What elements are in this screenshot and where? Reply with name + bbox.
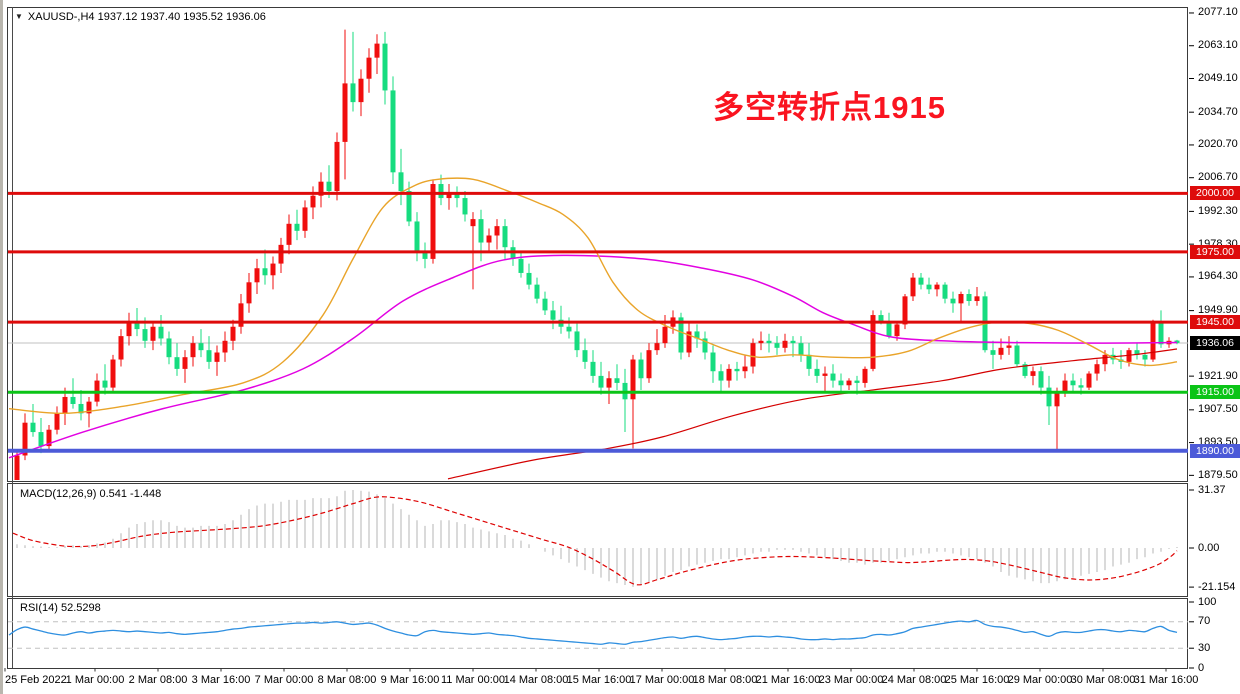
rsi-tick-label: 30: [1198, 641, 1211, 654]
date-label: 25 Feb 2022: [5, 674, 67, 686]
date-label: 18 Mar 08:00: [692, 674, 758, 686]
date-label: 15 Mar 16:00: [566, 674, 632, 686]
macd-tick-label: -21.154: [1198, 580, 1236, 593]
macd-tick-label: 0.00: [1198, 541, 1220, 554]
current-price-badge: 1936.06: [1190, 336, 1240, 350]
date-label: 30 Mar 08:00: [1070, 674, 1136, 686]
price-level-badge: 2000.00: [1190, 186, 1240, 201]
price-tick-label: 2077.10: [1198, 6, 1238, 19]
price-level-badge: 1945.00: [1190, 315, 1240, 330]
date-label: 1 Mar 00:00: [65, 674, 125, 686]
date-label: 24 Mar 08:00: [881, 674, 947, 686]
price-tick-label: 1992.30: [1198, 204, 1238, 217]
price-tick-label: 2049.10: [1198, 71, 1238, 84]
rsi-tick-label: 70: [1198, 615, 1211, 628]
date-label: 2 Mar 08:00: [128, 674, 188, 686]
price-tick-label: 2034.70: [1198, 105, 1238, 118]
date-label: 7 Mar 00:00: [254, 674, 314, 686]
price-level-badge: 1915.00: [1190, 385, 1240, 400]
rsi-panel: [7, 598, 1188, 669]
symbol-ohlc-text: XAUUSD-,H4 1937.12 1937.40 1935.52 1936.…: [27, 11, 266, 23]
macd-panel: [7, 483, 1188, 597]
annotation-text: 多空转折点1915: [713, 90, 946, 125]
price-level-badge: 1890.00: [1190, 443, 1240, 458]
chart-header: ▼ XAUUSD-,H4 1937.12 1937.40 1935.52 1936…: [15, 11, 266, 23]
price-tick-label: 1949.90: [1198, 304, 1238, 317]
price-tick-label: 1921.90: [1198, 369, 1238, 382]
price-panel: [7, 7, 1188, 482]
price-tick-label: 2063.10: [1198, 39, 1238, 52]
date-label: 31 Mar 16:00: [1133, 674, 1199, 686]
rsi-tick-label: 100: [1198, 595, 1217, 608]
date-label: 9 Mar 16:00: [380, 674, 440, 686]
date-label: 3 Mar 16:00: [191, 674, 251, 686]
macd-indicator-label: MACD(12,26,9) 0.541 -1.448: [20, 488, 162, 500]
price-tick-label: 2020.70: [1198, 138, 1238, 151]
date-label: 23 Mar 00:00: [818, 674, 884, 686]
date-label: 17 Mar 00:00: [629, 674, 695, 686]
price-tick-label: 1907.50: [1198, 403, 1238, 416]
price-tick-label: 2006.70: [1198, 171, 1238, 184]
date-label: 11 Mar 00:00: [440, 674, 506, 686]
price-level-badge: 1975.00: [1190, 244, 1240, 259]
rsi-tick-label: 0: [1198, 661, 1205, 674]
symbol-dropdown-icon[interactable]: ▼: [15, 12, 23, 21]
date-label: 8 Mar 08:00: [317, 674, 377, 686]
date-label: 25 Mar 16:00: [944, 674, 1010, 686]
price-tick-label: 1964.30: [1198, 270, 1238, 283]
rsi-indicator-label: RSI(14) 52.5298: [20, 602, 101, 614]
macd-tick-label: 31.37: [1198, 483, 1226, 496]
date-label: 14 Mar 08:00: [503, 674, 569, 686]
date-label: 21 Mar 16:00: [755, 674, 821, 686]
panel-inner-edge: [12, 7, 13, 668]
price-tick-label: 1879.50: [1198, 468, 1238, 481]
date-label: 29 Mar 00:00: [1007, 674, 1073, 686]
